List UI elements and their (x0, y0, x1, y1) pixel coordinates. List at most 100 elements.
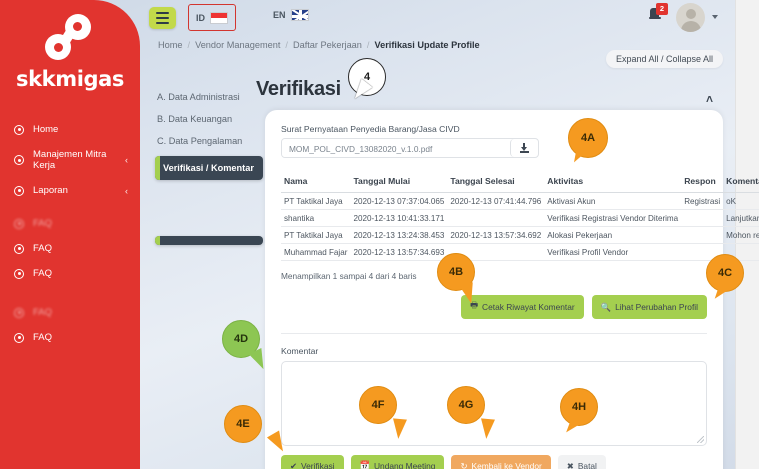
sidebar-item-laporan[interactable]: Laporan ‹ (0, 178, 140, 203)
help-circle-icon (14, 243, 24, 254)
sidebar-item-verifikasi-komentar[interactable]: Verifikasi / Komentar (155, 156, 263, 180)
sidebar-item-label: Laporan (33, 185, 68, 196)
comment-label: Komentar (281, 346, 319, 356)
callout-4e: 4E (224, 405, 290, 455)
view-profile-changes-button[interactable]: 🔍 Lihat Perubahan Profil (591, 295, 707, 319)
cell-komentar: Mohon review (723, 226, 759, 244)
help-circle-icon (14, 268, 24, 279)
cell-tanggal-selesai (447, 243, 545, 261)
circle-dot-icon (14, 124, 24, 135)
sidebar-item-label: Home (33, 124, 59, 135)
help-circle-icon (14, 218, 24, 229)
skkmigas-logo-icon (39, 14, 101, 64)
resize-handle-icon[interactable] (697, 436, 704, 443)
sidebar-item-label: FAQ (33, 307, 53, 318)
avatar[interactable] (676, 3, 705, 32)
sidebar-nav: Home Manajemen Mitra Kerja ‹ Laporan ‹ F… (0, 117, 140, 350)
cell-respon (681, 226, 724, 244)
batal-button[interactable]: ✖ Batal (557, 455, 606, 469)
help-circle-icon (14, 307, 24, 318)
cell-tanggal-mulai: 2020-12-13 10:41:33.171 (350, 209, 448, 227)
calendar-icon: 📅 (359, 460, 370, 469)
cell-tanggal-mulai: 2020-12-13 13:24:38.453 (350, 226, 448, 244)
sidebar-item-faq[interactable]: FAQ (0, 300, 140, 325)
close-icon: ✖ (566, 460, 574, 469)
cell-nama: Muhammad Fajar (281, 243, 351, 261)
hamburger-icon[interactable] (149, 7, 176, 29)
search-icon: 🔍 (600, 301, 612, 312)
sidebar-item-faq[interactable]: FAQ (0, 236, 140, 261)
language-selector-en[interactable]: EN (273, 9, 309, 21)
notifications-button[interactable]: 2 (648, 3, 668, 19)
cell-nama: PT Taktikal Jaya (281, 226, 351, 244)
bell-icon (648, 8, 661, 19)
cell-aktivitas: Aktivasi Akun (544, 192, 682, 210)
sidebar-item-faq[interactable]: FAQ (0, 261, 140, 286)
chevron-left-icon: ‹ (125, 185, 128, 196)
callout-4d: 4D (222, 320, 270, 373)
sidebar-item-faq[interactable]: FAQ (0, 211, 140, 236)
breadcrumb-item-home[interactable]: Home (158, 40, 183, 50)
table-row: PT Taktikal Jaya 2020-12-13 13:24:38.453… (281, 226, 759, 244)
card-action-buttons: 🖶 Cetak Riwayat Komentar 🔍 Lihat Perubah… (281, 295, 707, 319)
brand-logo[interactable]: skkmigas (0, 0, 140, 91)
cell-komentar: oK (723, 192, 759, 210)
callout-4h: 4H (560, 388, 598, 437)
callout-label: 4G (458, 399, 474, 411)
file-name-value: MOM_POL_CIVD_13082020_v.1.0.pdf (282, 139, 510, 157)
cell-respon (681, 243, 724, 261)
table-row: shantika 2020-12-13 10:41:33.171 Verifik… (281, 209, 759, 227)
sidebar-item-data-keuangan[interactable]: B. Data Keuangan (157, 114, 233, 124)
language-selector-id[interactable]: ID (188, 4, 236, 31)
file-upload-field[interactable]: MOM_POL_CIVD_13082020_v.1.0.pdf (281, 138, 539, 158)
sidebar-item-manajemen-mitra-kerja[interactable]: Manajemen Mitra Kerja ‹ (0, 142, 140, 178)
print-comment-history-label: Cetak Riwayat Komentar (482, 302, 575, 312)
sidebar-item-collapsed[interactable] (155, 236, 263, 245)
chevron-left-icon: ‹ (125, 155, 128, 165)
sidebar: skkmigas Home Manajemen Mitra Kerja ‹ La… (0, 0, 140, 469)
cell-tanggal-mulai: 2020-12-13 13:57:34.693 (350, 243, 448, 261)
breadcrumb: Home / Vendor Management / Daftar Pekerj… (158, 40, 480, 50)
sidebar-item-label: FAQ (33, 268, 53, 279)
column-header-tanggal-selesai: Tanggal Selesai (447, 172, 545, 193)
callout-label: 4F (371, 399, 385, 411)
table-row: Muhammad Fajar 2020-12-13 13:57:34.693 V… (281, 243, 759, 261)
cell-aktivitas: Verifikasi Registrasi Vendor Diterima (544, 209, 682, 227)
verifikasi-label: Verifikasi (301, 460, 335, 469)
cell-komentar: Lanjutkan proses (723, 209, 759, 227)
chevron-down-icon[interactable] (712, 15, 718, 19)
callout-tail (391, 418, 407, 440)
kembali-ke-vendor-button[interactable]: ↻ Kembali ke Vendor (451, 455, 551, 469)
sidebar-item-home[interactable]: Home (0, 117, 140, 142)
download-icon[interactable] (510, 139, 538, 157)
undang-meeting-button[interactable]: 📅 Undang Meeting (350, 455, 445, 469)
section-submenu: A. Data Administrasi B. Data Keuangan C.… (155, 86, 263, 245)
column-header-komentar: Komentar (723, 172, 759, 193)
expand-collapse-all-button[interactable]: Expand All / Collapse All (605, 50, 723, 68)
breadcrumb-current: Verifikasi Update Profile (374, 40, 480, 50)
table-header-row: Nama Tanggal Mulai Tanggal Selesai Aktiv… (281, 172, 759, 193)
sidebar-item-label: FAQ (33, 218, 53, 229)
check-icon: ✔ (290, 460, 298, 469)
breadcrumb-item-vendor-management[interactable]: Vendor Management (195, 40, 281, 50)
circle-dot-icon (14, 185, 24, 196)
breadcrumb-separator: / (285, 40, 288, 50)
comment-input[interactable] (281, 361, 707, 446)
chevron-up-icon[interactable]: ˄ (705, 92, 713, 106)
sidebar-item-data-administrasi[interactable]: A. Data Administrasi (157, 92, 240, 102)
callout-4b: 4B (437, 253, 478, 306)
callout-4: 4 (348, 58, 386, 104)
cell-respon (681, 209, 724, 227)
breadcrumb-item-daftar-pekerjaan[interactable]: Daftar Pekerjaan (292, 40, 362, 50)
sidebar-item-faq[interactable]: FAQ (0, 325, 140, 350)
print-comment-history-button[interactable]: 🖶 Cetak Riwayat Komentar (461, 295, 584, 319)
verifikasi-button[interactable]: ✔ Verifikasi (281, 455, 344, 469)
section-divider (281, 333, 707, 334)
sidebar-item-data-pengalaman[interactable]: C. Data Pengalaman (157, 136, 243, 146)
printer-icon: 🖶 (470, 300, 479, 310)
kembali-ke-vendor-label: Kembali ke Vendor (471, 460, 542, 469)
callout-label: 4A (580, 132, 596, 144)
breadcrumb-separator: / (187, 40, 191, 50)
callout-4a: 4A (567, 118, 608, 166)
